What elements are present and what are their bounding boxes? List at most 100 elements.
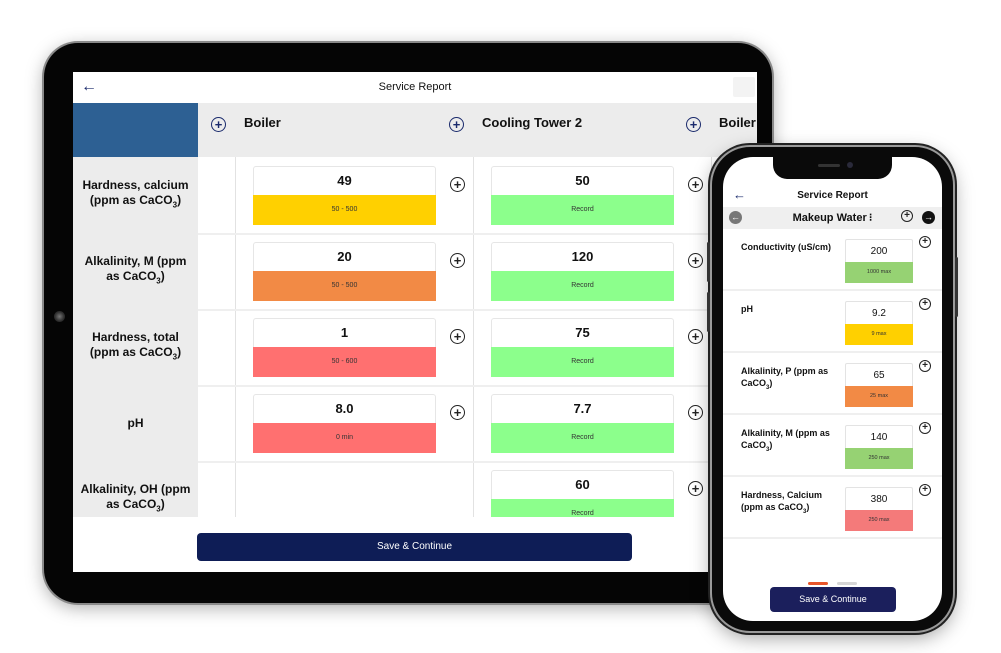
reading-cell[interactable]: 140 250 max	[845, 425, 913, 471]
reading-range-badge: Record	[491, 195, 674, 225]
add-reading-icon[interactable]: +	[688, 405, 703, 420]
add-reading-icon[interactable]: +	[688, 481, 703, 496]
reading-cell[interactable]: 9.2 9 max	[845, 301, 913, 347]
reading-value[interactable]: 200	[845, 239, 913, 262]
grid-divider	[198, 309, 757, 311]
grid-divider	[198, 385, 757, 387]
reading-cell[interactable]: 8.0 0 min	[253, 394, 436, 454]
add-reading-icon[interactable]: +	[450, 253, 465, 268]
column-name: Boiler	[244, 115, 281, 130]
page-dot-active[interactable]	[808, 582, 829, 585]
reading-value[interactable]: 140	[845, 425, 913, 448]
reading-range-badge: 50 - 600	[253, 347, 436, 377]
add-reading-icon[interactable]: +	[919, 360, 931, 372]
grid-divider	[473, 157, 474, 517]
add-reading-icon[interactable]: +	[919, 422, 931, 434]
previous-system-icon[interactable]: ←	[729, 211, 742, 224]
header-corner-cell	[73, 103, 198, 157]
reading-value[interactable]: 75	[491, 318, 674, 347]
parameter-list: Conductivity (uS/cm) 200 1000 max + pH 9…	[723, 229, 942, 539]
front-camera	[847, 162, 853, 168]
add-reading-icon[interactable]: +	[450, 405, 465, 420]
reading-cell[interactable]: 7.7 Record	[491, 394, 674, 454]
tablet-screen: ← Service Report + Boiler + Cooling Towe…	[73, 72, 757, 572]
column-header-boiler-2: + Boiler	[686, 103, 756, 157]
reading-cell[interactable]: 50 Record	[491, 166, 674, 226]
save-continue-button[interactable]: Save & Continue	[197, 533, 632, 561]
reading-value[interactable]: 60	[491, 470, 674, 499]
reading-cell[interactable]: 120 Record	[491, 242, 674, 302]
reading-value[interactable]: 120	[491, 242, 674, 271]
parameter-label: pH	[127, 415, 144, 430]
add-reading-icon[interactable]: +	[688, 253, 703, 268]
reading-range-badge: 250 max	[845, 448, 913, 469]
column-name: Boiler	[719, 115, 756, 130]
list-item: Hardness, Calcium (ppm as CaCO3) 380 250…	[723, 477, 942, 539]
list-item: pH 9.2 9 max +	[723, 291, 942, 353]
top-right-button[interactable]	[733, 77, 755, 97]
next-system-icon[interactable]: →	[922, 211, 935, 224]
parameter-label: pH	[741, 304, 753, 314]
reading-value[interactable]: 50	[491, 166, 674, 195]
reading-cell[interactable]: 60 Record	[491, 470, 674, 517]
arrow-left-icon[interactable]: ←	[733, 187, 746, 202]
phone-top-bar: ← Service Report	[723, 181, 942, 213]
grid-divider	[711, 157, 712, 517]
reading-range-badge: Record	[491, 347, 674, 377]
speaker-grille	[818, 164, 840, 167]
column-header-cooling-tower-2: + Cooling Tower 2	[449, 103, 582, 157]
add-reading-icon[interactable]: +	[919, 236, 931, 248]
reading-value[interactable]: 1	[253, 318, 436, 347]
parameter-label: Hardness, Calcium (ppm as CaCO3)	[741, 490, 823, 515]
reading-value[interactable]: 8.0	[253, 394, 436, 423]
reading-cell[interactable]: 65 25 max	[845, 363, 913, 409]
reading-value[interactable]: 9.2	[845, 301, 913, 324]
page-dot[interactable]	[836, 582, 857, 585]
phone-device: ← Service Report ← Makeup Water ⁝ + → Co…	[707, 147, 958, 631]
system-name[interactable]: Makeup Water ⁝	[792, 212, 873, 224]
system-navigator: ← Makeup Water ⁝ + →	[723, 207, 942, 229]
add-reading-icon[interactable]: +	[919, 298, 931, 310]
parameter-label: Alkalinity, M (ppm as CaCO3)	[741, 428, 830, 453]
add-reading-icon[interactable]: +	[450, 329, 465, 344]
reading-range-badge: Record	[491, 499, 674, 517]
parameter-label: Conductivity (uS/cm)	[741, 242, 832, 252]
reading-cell[interactable]: 20 50 - 500	[253, 242, 436, 302]
arrow-left-icon[interactable]: ←	[81, 78, 97, 95]
tablet-footer: Save & Continue	[73, 517, 757, 572]
column-header-boiler: + Boiler	[211, 103, 281, 157]
reading-cell[interactable]: 49 50 - 500	[253, 166, 436, 226]
add-reading-icon[interactable]: +	[450, 177, 465, 192]
reading-range-badge: Record	[491, 271, 674, 301]
reading-value[interactable]: 380	[845, 487, 913, 510]
add-reading-icon[interactable]: +	[919, 484, 931, 496]
reading-cell[interactable]: 1 50 - 600	[253, 318, 436, 378]
list-item: Alkalinity, P (ppm as CaCO3) 65 25 max +	[723, 353, 942, 415]
save-continue-button[interactable]: Save & Continue	[770, 587, 896, 612]
add-column-icon[interactable]: +	[211, 117, 226, 132]
volume-up-button	[707, 242, 710, 282]
add-reading-icon[interactable]: +	[688, 177, 703, 192]
reading-value[interactable]: 20	[253, 242, 436, 271]
reading-cell[interactable]: 200 1000 max	[845, 239, 913, 285]
reading-range-badge: 250 max	[845, 510, 913, 531]
tablet-top-bar: ← Service Report	[73, 72, 757, 103]
add-reading-icon[interactable]: +	[688, 329, 703, 344]
readings-grid: Hardness, calcium (ppm as CaCO3) Alkalin…	[73, 157, 757, 517]
parameter-label: Alkalinity, M (ppm as CaCO3)	[84, 253, 187, 286]
reading-value[interactable]: 65	[845, 363, 913, 386]
reading-cell[interactable]: 380 250 max	[845, 487, 913, 533]
reading-range-badge: 9 max	[845, 324, 913, 345]
reading-value[interactable]: 7.7	[491, 394, 674, 423]
parameter-label: Alkalinity, OH (ppm as CaCO3)	[80, 481, 191, 514]
add-column-icon[interactable]: +	[686, 117, 701, 132]
reading-cell[interactable]: 75 Record	[491, 318, 674, 378]
parameter-label: Alkalinity, P (ppm as CaCO3)	[741, 366, 829, 391]
phone-notch	[773, 157, 892, 179]
add-column-icon[interactable]: +	[449, 117, 464, 132]
reading-value[interactable]: 49	[253, 166, 436, 195]
tablet-device: ← Service Report + Boiler + Cooling Towe…	[44, 43, 772, 603]
add-system-icon[interactable]: +	[901, 210, 913, 222]
parameter-label: Hardness, total (ppm as CaCO3)	[89, 329, 182, 362]
